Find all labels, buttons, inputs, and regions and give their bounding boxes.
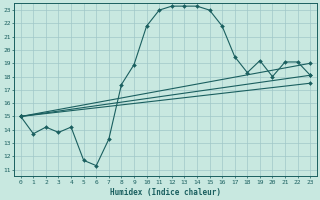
X-axis label: Humidex (Indice chaleur): Humidex (Indice chaleur) xyxy=(110,188,221,197)
